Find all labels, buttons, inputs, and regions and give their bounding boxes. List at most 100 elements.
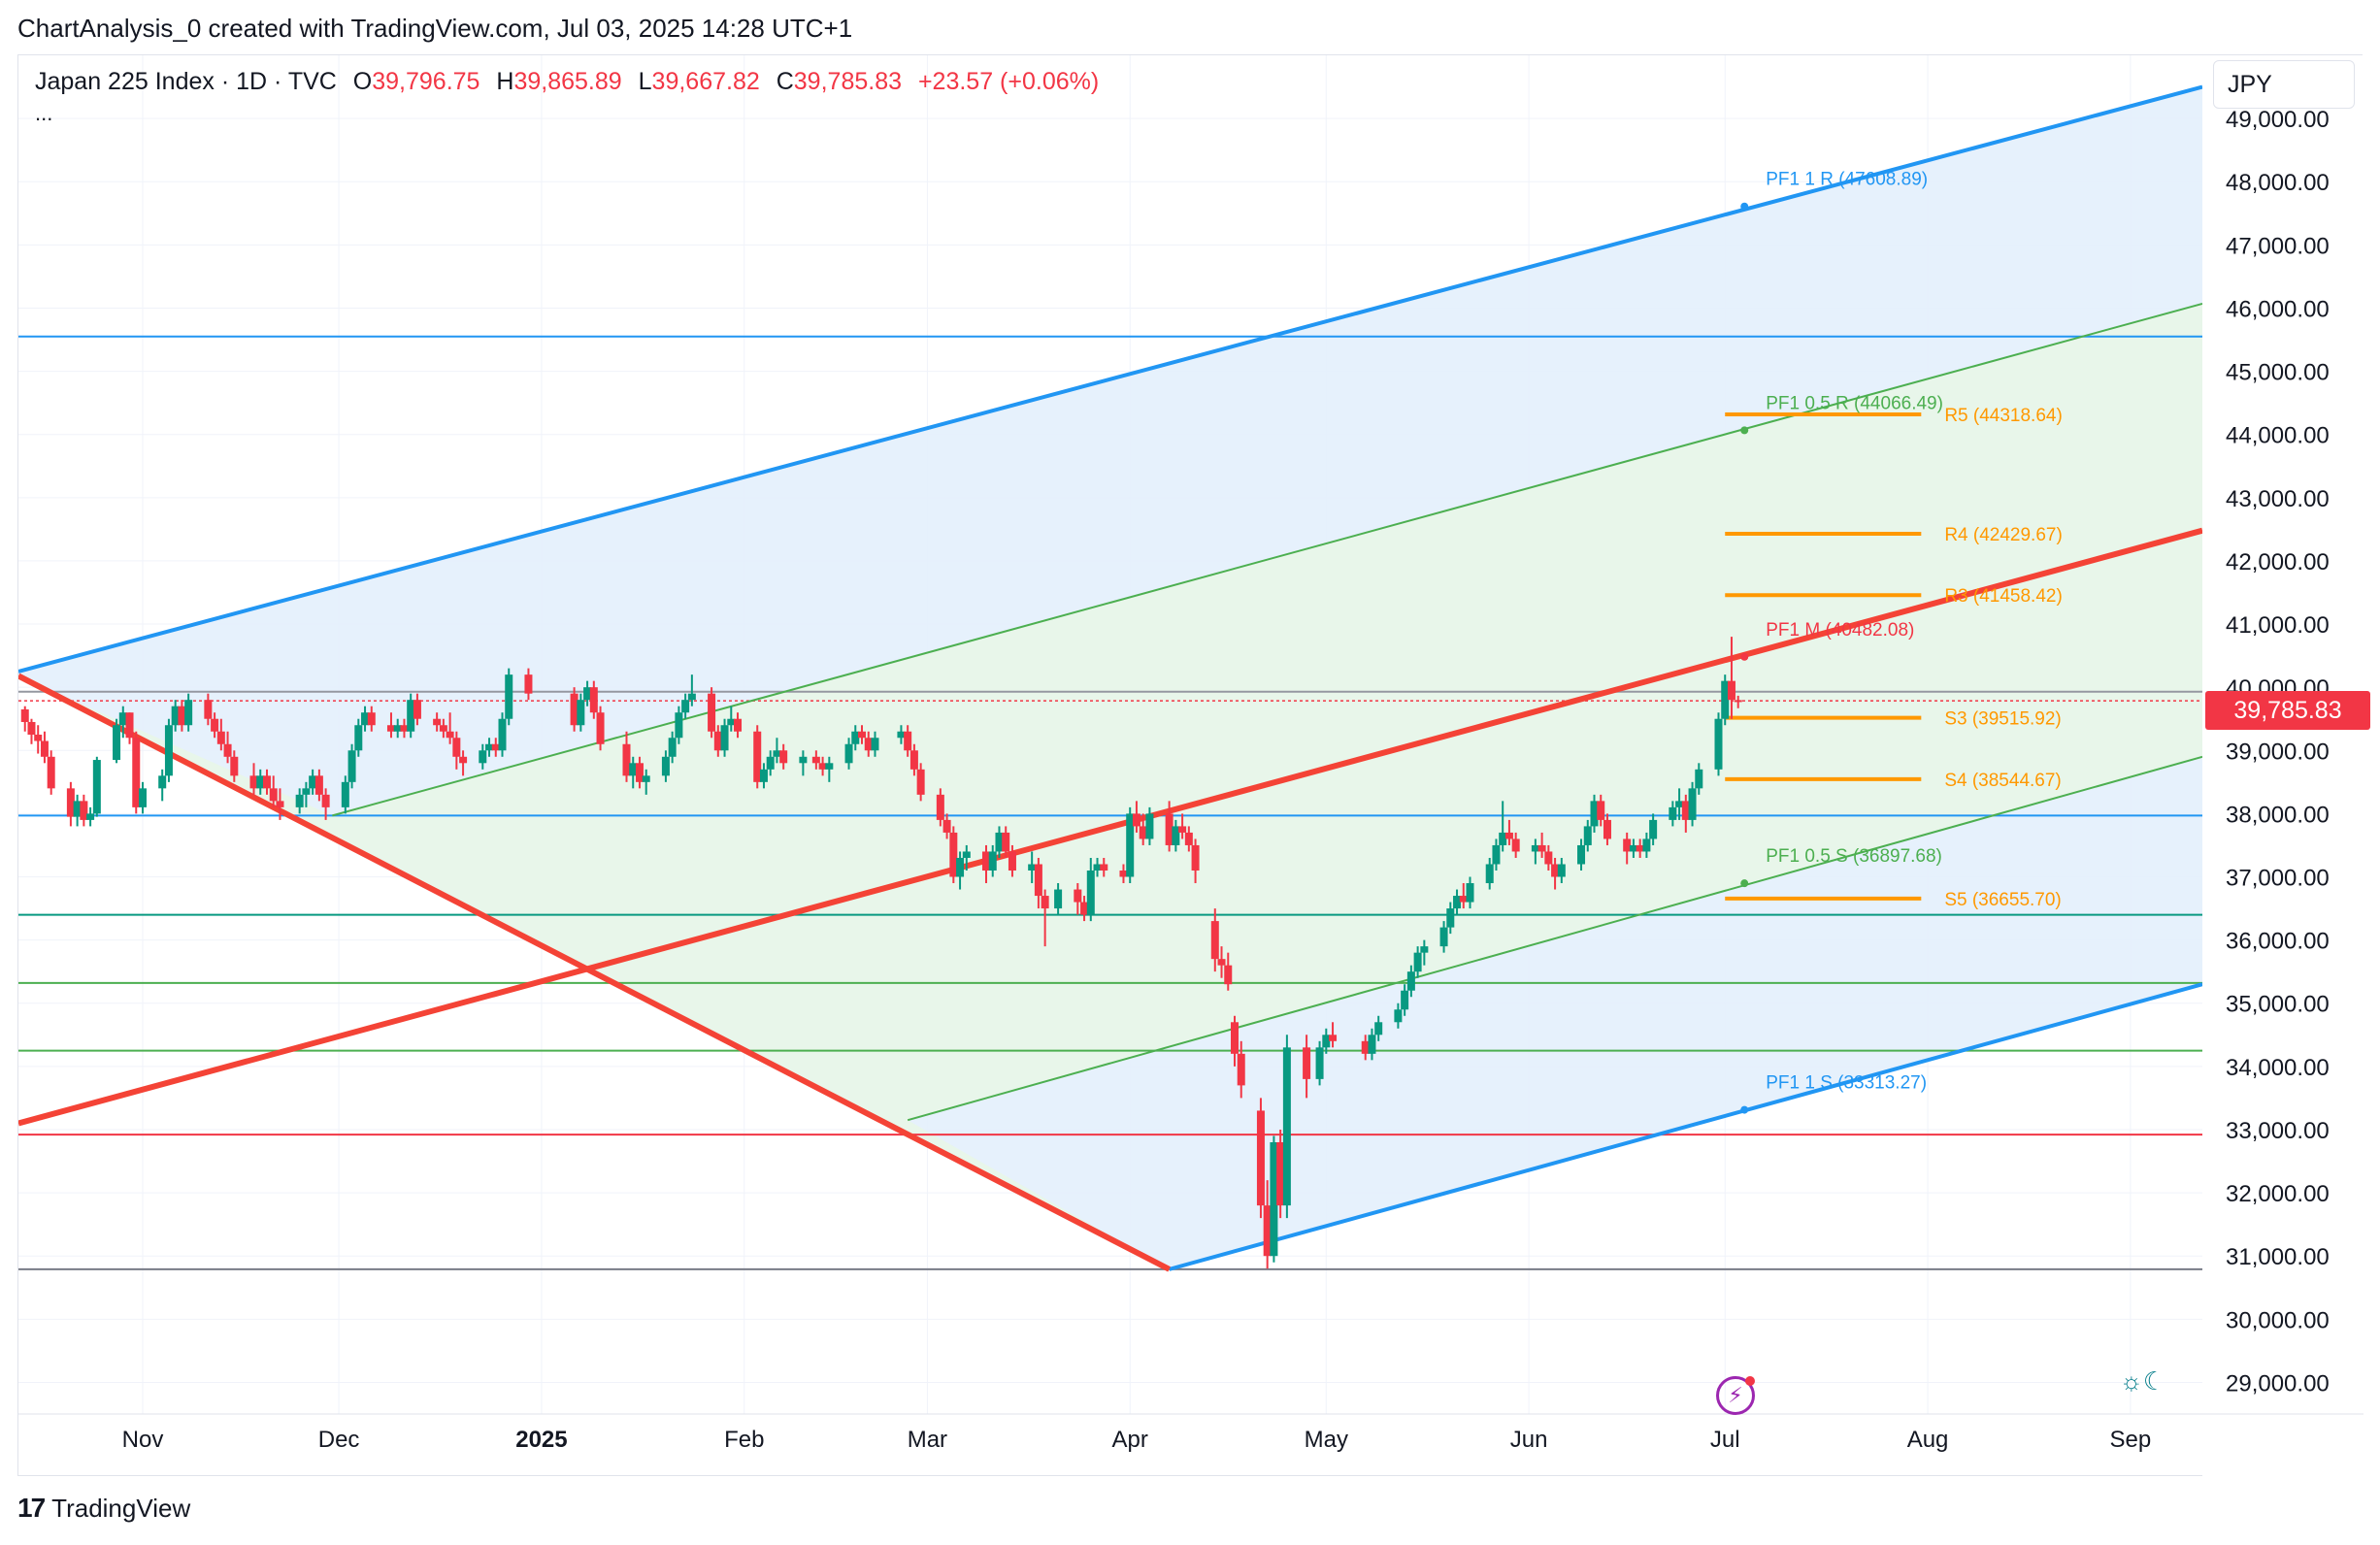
candle-body[interactable] (936, 794, 944, 820)
candle-body[interactable] (687, 693, 696, 701)
candle-body[interactable] (1184, 832, 1193, 845)
candle-body[interactable] (393, 725, 402, 732)
candle-body[interactable] (1485, 864, 1494, 884)
candle-body[interactable] (1401, 990, 1409, 1010)
candle-body[interactable] (204, 700, 213, 719)
candle-body[interactable] (132, 738, 141, 807)
candle-body[interactable] (498, 718, 507, 751)
candle-body[interactable] (956, 857, 965, 877)
candle-body[interactable] (1322, 1035, 1331, 1048)
candle-body[interactable] (1086, 871, 1095, 915)
candle-body[interactable] (589, 687, 598, 713)
candle-body[interactable] (1669, 806, 1677, 820)
candle-body[interactable] (446, 731, 454, 739)
candle-body[interactable] (1577, 844, 1586, 865)
candle-body[interactable] (367, 712, 376, 726)
candle-body[interactable] (583, 687, 592, 701)
candle-body[interactable] (314, 775, 323, 795)
candle-body[interactable] (386, 725, 395, 732)
candle-body[interactable] (1303, 1047, 1311, 1079)
candle-body[interactable] (1256, 1110, 1265, 1206)
candle-body[interactable] (753, 731, 762, 782)
candle-body[interactable] (1329, 1035, 1338, 1041)
candle-body[interactable] (734, 718, 743, 732)
pitchfork-inner-lower-line[interactable] (907, 755, 2203, 1122)
candle-body[interactable] (1237, 1053, 1245, 1086)
candle-body[interactable] (713, 731, 722, 751)
candle-body[interactable] (413, 700, 421, 719)
candle-body[interactable] (1453, 896, 1462, 909)
candle-body[interactable] (164, 725, 173, 776)
candle-body[interactable] (864, 738, 873, 751)
lightning-icon[interactable]: ⚡ (1716, 1376, 1755, 1415)
candle-body[interactable] (949, 832, 958, 877)
candle-body[interactable] (1276, 1142, 1285, 1206)
candle-body[interactable] (1734, 700, 1742, 703)
candle-body[interactable] (1270, 1142, 1278, 1257)
candle-body[interactable] (505, 674, 513, 719)
candle-body[interactable] (1544, 851, 1553, 865)
candle-body[interactable] (1361, 1040, 1370, 1054)
candle-body[interactable] (1727, 680, 1735, 701)
candle-body[interactable] (1557, 864, 1566, 877)
candle-body[interactable] (276, 801, 284, 807)
candle-body[interactable] (158, 775, 167, 789)
candle-body[interactable] (256, 775, 265, 789)
candle-body[interactable] (1675, 801, 1684, 807)
candle-body[interactable] (1028, 864, 1037, 871)
candle-body[interactable] (871, 738, 879, 751)
candle-body[interactable] (1590, 801, 1599, 827)
candle-body[interactable] (708, 693, 716, 732)
candle-body[interactable] (799, 756, 808, 764)
price-chart[interactable]: R5 (44318.64) R4 (42429.67) R3 (41458.42) S… (18, 55, 2363, 1477)
candle-body[interactable] (1172, 826, 1180, 845)
candle-body[interactable] (1597, 801, 1605, 820)
candle-body[interactable] (479, 750, 487, 764)
candle-body[interactable] (1721, 680, 1730, 719)
chart-frame[interactable]: R5 (44318.64) R4 (42429.67) R3 (41458.42) S… (17, 54, 2363, 1477)
candle-body[interactable] (125, 712, 134, 739)
candle-body[interactable] (459, 756, 468, 764)
candle-body[interactable] (1636, 844, 1644, 852)
candle-body[interactable] (1074, 889, 1082, 903)
candle-body[interactable] (1649, 819, 1658, 839)
candle-body[interactable] (249, 775, 258, 789)
candle-body[interactable] (759, 769, 768, 782)
candle-body[interactable] (92, 760, 101, 814)
candle-body[interactable] (269, 788, 278, 802)
candle-body[interactable] (577, 700, 585, 726)
candle-body[interactable] (27, 721, 36, 735)
pitchfork-inner-upper-line[interactable] (332, 302, 2203, 817)
candle-body[interactable] (118, 712, 127, 726)
candle-body[interactable] (439, 725, 447, 732)
candle-body[interactable] (1695, 769, 1703, 789)
candle-body[interactable] (635, 763, 644, 782)
currency-selector[interactable]: JPY (2213, 60, 2355, 109)
candle-body[interactable] (1439, 927, 1448, 947)
candle-body[interactable] (86, 813, 95, 820)
candle-body[interactable] (1531, 844, 1539, 852)
candle-body[interactable] (851, 731, 860, 744)
candle-body[interactable] (1224, 965, 1233, 985)
candle-body[interactable] (773, 750, 781, 757)
candle-body[interactable] (1499, 832, 1507, 845)
candle-body[interactable] (909, 750, 918, 770)
candle-body[interactable] (1178, 826, 1187, 833)
candle-body[interactable] (622, 743, 631, 776)
candle-body[interactable] (1688, 788, 1697, 820)
candle-body[interactable] (34, 735, 43, 741)
candle-body[interactable] (354, 725, 363, 751)
brand-footer[interactable]: 17 TradingView (17, 1493, 190, 1524)
candle-body[interactable] (178, 706, 186, 726)
candle-body[interactable] (1714, 718, 1723, 770)
candle-body[interactable] (452, 738, 461, 757)
candle-body[interactable] (720, 725, 729, 751)
candle-body[interactable] (216, 731, 225, 744)
pitchfork-lower-line[interactable] (1169, 982, 2203, 1271)
candle-body[interactable] (897, 731, 906, 739)
candle-body[interactable] (20, 708, 29, 722)
candle-body[interactable] (570, 693, 578, 726)
candle-body[interactable] (1100, 864, 1108, 871)
symbol-name[interactable]: Japan 225 Index · 1D · TVC (35, 68, 337, 95)
candle-body[interactable] (433, 718, 442, 726)
